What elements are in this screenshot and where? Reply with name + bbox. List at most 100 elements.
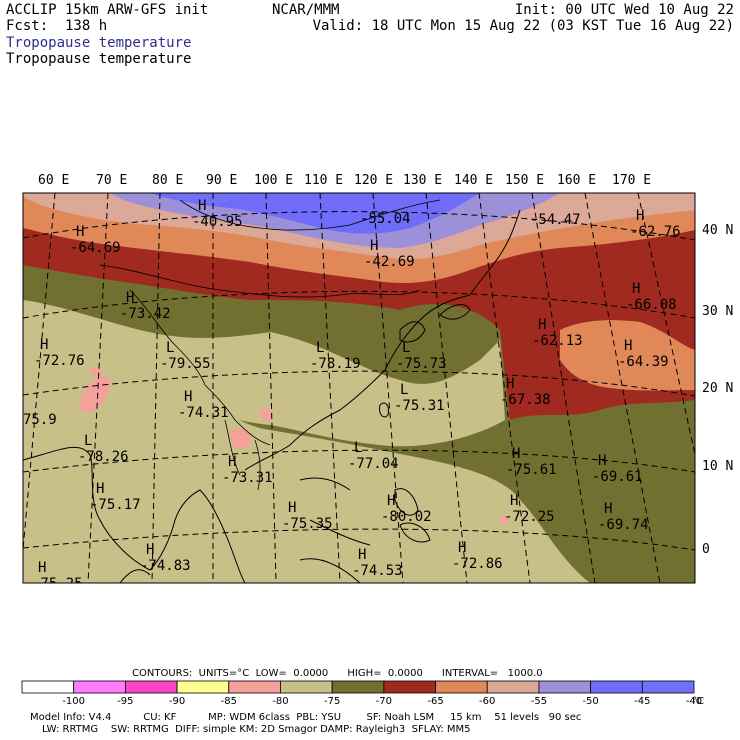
high-marker: H bbox=[632, 281, 640, 297]
lon-label: 170 E bbox=[612, 173, 651, 188]
high-marker: H bbox=[370, 238, 378, 254]
colorbar-swatch bbox=[176, 680, 230, 694]
extrema-value: -73.31 bbox=[222, 470, 273, 486]
lon-label: 60 E bbox=[38, 173, 69, 188]
lon-label: 80 E bbox=[152, 173, 183, 188]
high-marker: H bbox=[598, 453, 606, 469]
extrema-value: -40.95 bbox=[192, 214, 243, 230]
low-marker: L bbox=[316, 340, 324, 356]
init-time: Init: 00 UTC Wed 10 Aug 22 bbox=[514, 2, 734, 18]
high-marker: H bbox=[38, 560, 46, 576]
extrema-value: -75.61 bbox=[506, 462, 557, 478]
variable-name-secondary: Tropopause temperature bbox=[6, 51, 192, 67]
lat-label: 40 N bbox=[702, 223, 733, 238]
high-marker: H bbox=[40, 337, 48, 353]
colorbar-tick-label: -100 bbox=[62, 696, 85, 707]
coastlines bbox=[23, 209, 521, 583]
longitude-labels: 60 E 70 E 80 E 90 E 100 E 110 E 120 E 13… bbox=[38, 173, 651, 188]
high-marker: H bbox=[604, 501, 612, 517]
extrema-value: -75.25 bbox=[32, 576, 83, 592]
extrema-value: -75.31 bbox=[394, 398, 445, 414]
valid-time: Valid: 18 UTC Mon 15 Aug 22 (03 KST Tue … bbox=[312, 18, 734, 34]
colorbar-tick-label: -50 bbox=[582, 696, 598, 707]
lon-label: 150 E bbox=[505, 173, 544, 188]
extrema-value: -75.73 bbox=[396, 356, 447, 372]
colorbar-tick-label: -45 bbox=[634, 696, 650, 707]
extrema-value: -73.42 bbox=[120, 306, 171, 322]
lon-label: 90 E bbox=[206, 173, 237, 188]
high-marker: H bbox=[510, 493, 518, 509]
extrema-value: -72.86 bbox=[452, 556, 503, 572]
colorbar-tick-label: -70 bbox=[376, 696, 392, 707]
high-marker: H bbox=[512, 446, 520, 462]
high-marker: H bbox=[184, 389, 192, 405]
colorbar-swatch bbox=[124, 680, 178, 694]
extrema-value: -64.69 bbox=[70, 240, 121, 256]
colorbar-tick-label: -40 bbox=[686, 696, 702, 707]
high-marker: H bbox=[146, 542, 154, 558]
variable-name: Tropopause temperature bbox=[6, 35, 192, 51]
low-marker: L bbox=[402, 340, 410, 356]
colorbar-unit: °C bbox=[692, 696, 704, 707]
tropopause-temperature-field bbox=[23, 193, 695, 583]
extrema-value: -64.39 bbox=[618, 354, 669, 370]
colorbar-swatch bbox=[331, 680, 385, 694]
colorbar-swatch bbox=[641, 680, 695, 694]
lon-label: 120 E bbox=[354, 173, 393, 188]
model-info-line-2: LW: RRTMG SW: RRTMG DIFF: simple KM: 2D … bbox=[42, 724, 471, 735]
colorbar-tick-label: -90 bbox=[169, 696, 185, 707]
center-label: NCAR/MMM bbox=[272, 2, 340, 18]
lat-label: 0 bbox=[702, 542, 710, 557]
extrema-value: -69.74 bbox=[598, 517, 649, 533]
high-marker: H bbox=[228, 454, 236, 470]
extrema-value: -42.69 bbox=[364, 254, 415, 270]
high-marker: H bbox=[538, 317, 546, 333]
extrema-value: -77.04 bbox=[348, 456, 399, 472]
lon-label: 140 E bbox=[454, 173, 493, 188]
colorbar-tick-label: -65 bbox=[427, 696, 443, 707]
colorbar-swatch bbox=[590, 680, 643, 694]
extrema-value: -74.31 bbox=[178, 405, 229, 421]
colorbar-swatch bbox=[486, 680, 540, 694]
contour-info: CONTOURS: UNITS=°C LOW= 0.0000 HIGH= 0.0… bbox=[132, 668, 543, 679]
extrema-value: -74.83 bbox=[140, 558, 191, 574]
extrema-value: -75.17 bbox=[90, 497, 141, 513]
colorbar-swatch bbox=[73, 680, 126, 694]
lat-label: 30 N bbox=[702, 304, 733, 319]
colorbar-tick-label: -85 bbox=[221, 696, 237, 707]
lon-label: 70 E bbox=[96, 173, 127, 188]
lon-label: 100 E bbox=[254, 173, 293, 188]
high-marker: H bbox=[198, 198, 206, 214]
extrema-value: -80.02 bbox=[381, 509, 432, 525]
lat-label: 10 N bbox=[702, 459, 733, 474]
colorbar-swatch bbox=[383, 680, 436, 694]
colorbar-tick-label: -55 bbox=[531, 696, 547, 707]
high-marker: H bbox=[458, 540, 466, 556]
extrema-value: -79.55 bbox=[160, 356, 211, 372]
extrema-value: -62.76 bbox=[630, 224, 681, 240]
extrema-value: -74.53 bbox=[352, 563, 403, 579]
extrema-value: -72.25 bbox=[504, 509, 555, 525]
extrema-value: -69.61 bbox=[592, 469, 643, 485]
lat-lon-grid bbox=[23, 193, 695, 583]
low-marker: L bbox=[400, 382, 408, 398]
extrema-value: -54.47 bbox=[530, 212, 581, 228]
colorbar-tick-label: -80 bbox=[272, 696, 288, 707]
colorbar-swatch bbox=[538, 680, 592, 694]
high-marker: H bbox=[358, 547, 366, 563]
extrema-value: 75.9 bbox=[23, 412, 57, 428]
extrema-value: -75.35 bbox=[282, 516, 333, 532]
colorbar-swatch bbox=[280, 680, 333, 694]
high-marker: H bbox=[288, 500, 296, 516]
extrema-value: -62.13 bbox=[532, 333, 583, 349]
model-info-line-1: Model Info: V4.4 CU: KF MP: WDM 6class P… bbox=[30, 712, 582, 723]
lon-label: 110 E bbox=[304, 173, 343, 188]
extrema-annotations: H-40.95 -55.04 -54.47 H-62.76H-64.69 H-42.69… bbox=[23, 198, 681, 592]
extrema-value: -78.26 bbox=[78, 449, 129, 465]
forecast-hour: Fcst: 138 h bbox=[6, 18, 108, 34]
extrema-value: -78.19 bbox=[310, 356, 361, 372]
low-marker: L bbox=[84, 433, 92, 449]
extrema-value: -66.08 bbox=[626, 297, 677, 313]
high-marker: H bbox=[506, 376, 514, 392]
